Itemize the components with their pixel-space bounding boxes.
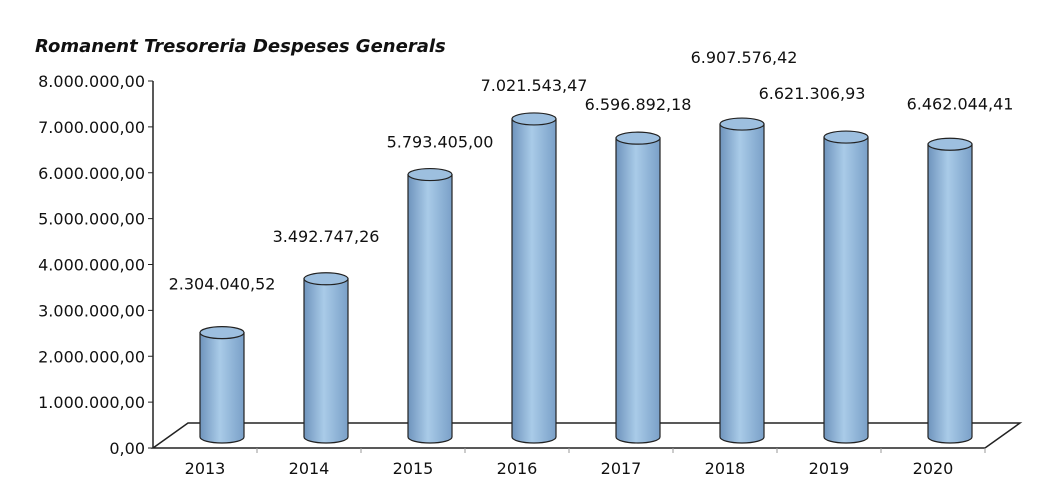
data-label: 6.462.044,41 [907, 94, 1014, 113]
axes: 0,00 1.000.000,00 2.000.000,00 3.000.000,00… [38, 72, 1023, 478]
bar-2019 [823, 130, 869, 444]
bar-top [615, 131, 661, 145]
bar-body [927, 143, 973, 444]
x-tick-label: 2016 [497, 459, 538, 478]
data-label: 6.907.576,42 [691, 48, 798, 67]
x-tick-label: 2013 [185, 459, 226, 478]
bar-2016 [511, 112, 557, 444]
y-tick-label: 4.000.000,00 [38, 256, 145, 275]
y-tick-label: 2.000.000,00 [38, 347, 145, 366]
data-label: 3.492.747,26 [273, 227, 380, 246]
bar-top [823, 130, 869, 144]
x-tick-label: 2014 [289, 459, 330, 478]
bar-body [823, 136, 869, 444]
bar-top [303, 272, 349, 286]
bar-top [407, 167, 453, 182]
bar-2020 [927, 137, 973, 444]
y-tick-label: 7.000.000,00 [38, 118, 145, 137]
y-tick-label: 6.000.000,00 [38, 164, 145, 183]
bars [199, 112, 973, 444]
bar-2014 [303, 272, 349, 444]
data-label: 6.596.892,18 [585, 95, 692, 114]
bar-body [511, 118, 557, 444]
floor [150, 422, 1023, 449]
bar-top [719, 117, 765, 131]
data-labels: 2.304.040,52 3.492.747,26 5.793.405,00 7.02… [169, 48, 1014, 294]
x-tick-label: 2019 [809, 459, 850, 478]
y-tick-label: 3.000.000,00 [38, 301, 145, 320]
bar-body [615, 137, 661, 444]
bar-2013 [199, 326, 245, 444]
bar-top [199, 326, 245, 340]
bar-body [719, 123, 765, 444]
y-tick-label: 0,00 [109, 439, 145, 458]
y-tick-label: 8.000.000,00 [38, 72, 145, 91]
bar-2017 [615, 131, 661, 444]
bar-2018 [719, 117, 765, 444]
x-tick-label: 2018 [705, 459, 746, 478]
data-label: 2.304.040,52 [169, 275, 276, 294]
x-tick-label: 2015 [393, 459, 434, 478]
bar-body [199, 332, 245, 444]
y-tick-label: 5.000.000,00 [38, 210, 145, 229]
data-label: 7.021.543,47 [481, 76, 588, 95]
x-tick-label: 2017 [601, 459, 642, 478]
bar-top [927, 137, 973, 151]
data-label: 6.621.306,93 [759, 84, 866, 103]
bar-body [303, 278, 349, 444]
y-tick-label: 1.000.000,00 [38, 393, 145, 412]
data-label: 5.793.405,00 [387, 133, 494, 152]
bar-top [511, 112, 557, 126]
bar-body [407, 173, 453, 444]
bar-2015 [407, 167, 453, 444]
x-tick-label: 2020 [913, 459, 954, 478]
chart-title: Romanent Tresoreria Despeses Generals [35, 36, 446, 57]
